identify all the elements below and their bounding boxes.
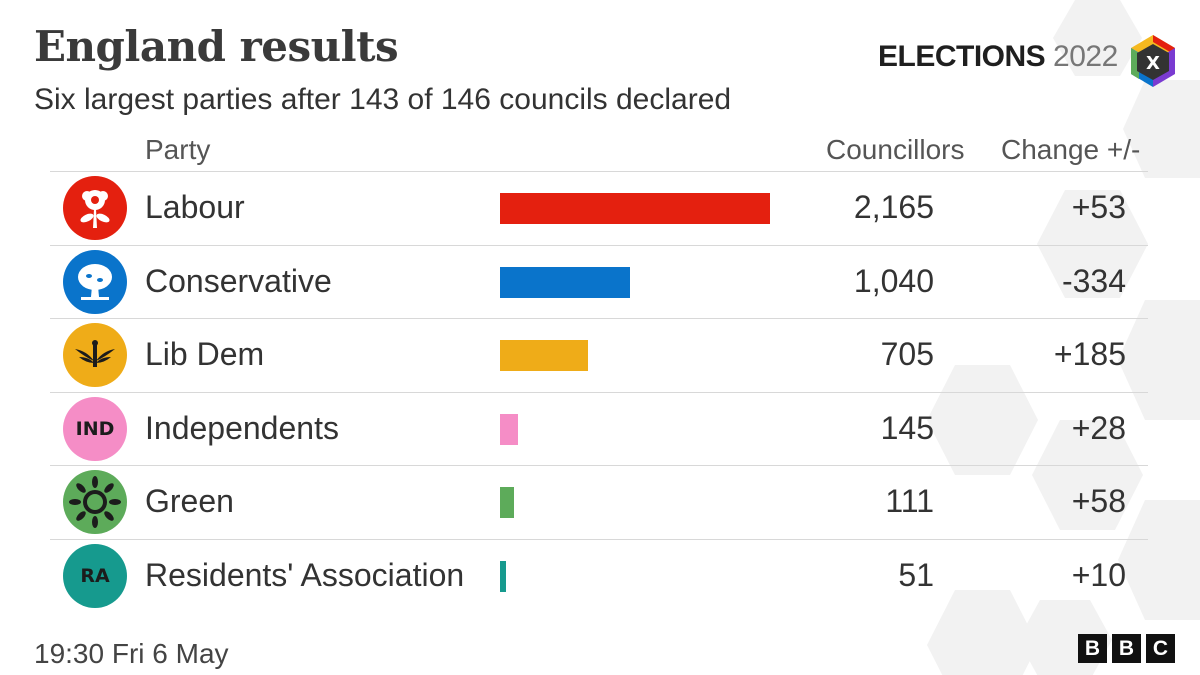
councillors-value: 145 [880,409,934,446]
column-header-party: Party [145,134,211,165]
change-value: +10 [1071,556,1126,593]
brand-word-year: 2022 [1053,40,1118,73]
column-header-councillors: Councillors [826,134,965,165]
councillor-bar [500,340,588,371]
timestamp: 19:30 Fri 6 May [34,638,229,669]
change-value: +185 [1053,336,1126,372]
councillors-value: 705 [880,336,934,372]
bird-icon [63,323,127,387]
bbc-logo-letter: B [1078,634,1107,663]
councillor-bar [500,266,630,298]
page-title: England results [34,22,399,71]
party-name: Conservative [145,262,332,299]
rose-icon [63,176,127,240]
councillor-bar [500,193,770,224]
councillor-bar [500,487,514,518]
elections-cube-icon: X [1131,35,1175,87]
party-name: Lib Dem [145,336,265,372]
icon-label: IND [75,417,115,440]
bbc-logo: B B C [1078,634,1175,663]
councillor-bar [500,413,519,445]
party-row: IND Independents 145 +28 [50,391,1148,466]
councillor-bar [500,560,507,592]
party-row: RA Residents' Association 51 +10 [50,538,1148,613]
party-row: Lib Dem 705 +185 [50,318,1148,392]
brand-word-elections: ELECTIONS [878,40,1046,73]
icon-label: RA [80,564,110,587]
party-row: Labour 2,165 +53 [50,171,1148,245]
change-value: +28 [1071,409,1126,446]
party-name: Independents [145,409,339,446]
column-header-change: Change +/- [1001,134,1141,165]
page-subtitle: Six largest parties after 143 of 146 cou… [34,83,732,116]
councillors-value: 51 [898,556,934,593]
party-name: Residents' Association [145,556,465,593]
ind-text-icon: IND [63,396,127,461]
party-name: Green [145,483,234,519]
ra-text-icon: RA [63,543,127,608]
councillors-value: 2,165 [853,189,934,225]
change-value: +53 [1071,189,1126,225]
bbc-logo-letter: B [1112,634,1141,663]
councillors-value: 111 [885,483,934,519]
brand-logo-letter: X [1146,53,1160,74]
party-row: Conservative 1,040 -334 [50,244,1148,319]
globe-leaves-icon [63,470,127,534]
oak-tree-icon [63,249,127,314]
councillors-value: 1,040 [853,262,934,299]
bbc-logo-letter: C [1146,634,1175,663]
elections-brand: ELECTIONS 2022 [878,40,1118,74]
party-row: Green 111 +58 [50,465,1148,539]
party-name: Labour [145,189,245,225]
change-value: -334 [1061,262,1126,299]
change-value: +58 [1071,483,1126,519]
